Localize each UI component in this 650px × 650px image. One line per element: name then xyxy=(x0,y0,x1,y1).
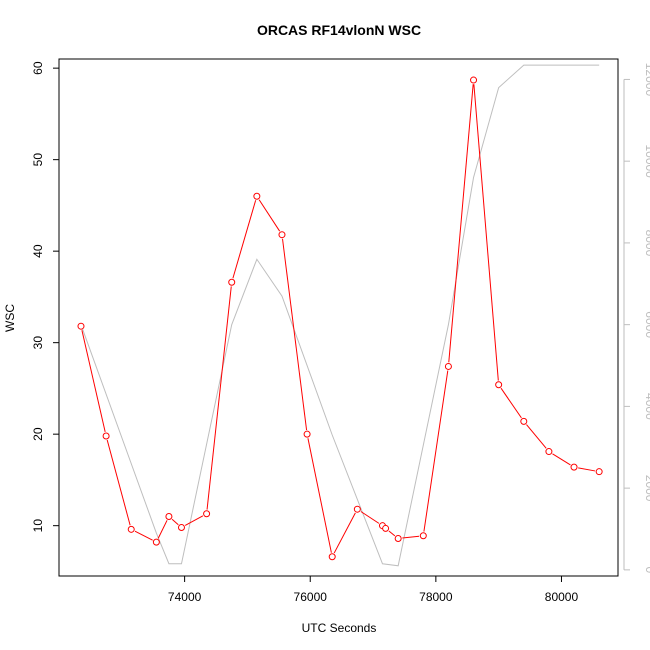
series-segment xyxy=(81,330,106,433)
x-tick-label: 80000 xyxy=(545,590,579,604)
x-tick-label: 74000 xyxy=(168,590,202,604)
data-point xyxy=(353,505,361,513)
series-segment xyxy=(448,84,474,363)
y2-tick-label: 8000 xyxy=(643,230,650,257)
series-left xyxy=(77,76,603,561)
series-segment xyxy=(578,467,596,472)
data-point xyxy=(253,192,261,200)
y-tick-label: 60 xyxy=(31,61,45,75)
data-point xyxy=(444,362,452,370)
y2-tick-label: 0 xyxy=(643,567,650,574)
series-segment xyxy=(282,238,308,431)
series-segment xyxy=(500,387,522,419)
x-axis-label: UTC Seconds xyxy=(302,621,377,635)
series-segment xyxy=(526,424,547,449)
series-segment xyxy=(184,515,204,526)
y-tick-label: 40 xyxy=(31,244,45,258)
x-tick-label: 76000 xyxy=(294,590,328,604)
series-segment xyxy=(258,199,281,232)
data-point xyxy=(203,510,211,518)
data-point xyxy=(570,463,578,471)
series-segment xyxy=(473,84,499,381)
data-point xyxy=(382,524,390,532)
series-segment xyxy=(157,520,168,539)
data-point xyxy=(152,538,160,546)
y-tick-label: 10 xyxy=(31,519,45,533)
series-segment xyxy=(106,439,131,526)
data-point xyxy=(303,430,311,438)
y-axis-label: WSC xyxy=(3,304,17,332)
y2-tick-label: 4000 xyxy=(643,393,650,420)
data-point xyxy=(394,534,402,542)
y2-tick-label: 12000 xyxy=(643,63,650,97)
data-point xyxy=(495,381,503,389)
series-right xyxy=(80,64,600,567)
series-segment xyxy=(423,370,449,532)
y2-tick-label: 2000 xyxy=(643,475,650,502)
data-point xyxy=(77,322,85,330)
data-point xyxy=(470,76,478,84)
series-segment xyxy=(402,535,420,539)
data-point xyxy=(177,524,185,532)
data-point xyxy=(328,553,336,561)
x-tick-label: 78000 xyxy=(419,590,453,604)
series-segment xyxy=(171,518,179,526)
data-point xyxy=(102,432,110,440)
y-tick-label: 20 xyxy=(31,427,45,441)
x-axis: 74000 76000 78000 80000 xyxy=(168,576,579,604)
data-point xyxy=(545,448,553,456)
plot-frame xyxy=(58,58,619,577)
data-point xyxy=(520,417,528,425)
series-line xyxy=(80,64,600,567)
y-tick-label: 50 xyxy=(31,153,45,167)
data-point xyxy=(278,231,286,239)
data-point xyxy=(419,532,427,540)
series-segment xyxy=(360,511,380,524)
y-axis-left: 10 20 30 40 50 60 xyxy=(31,61,59,532)
series-segment xyxy=(333,512,356,554)
series-segment xyxy=(206,286,232,510)
series-layer xyxy=(77,64,603,567)
series-segment xyxy=(552,453,571,466)
y-tick-label: 30 xyxy=(31,336,45,350)
y2-tick-label: 6000 xyxy=(643,311,650,338)
y2-tick-label: 10000 xyxy=(643,144,650,178)
series-segment xyxy=(232,200,257,279)
series-segment xyxy=(388,530,396,537)
series-segment xyxy=(307,438,332,553)
chart-title: ORCAS RF14vlonN WSC xyxy=(257,22,421,38)
data-point xyxy=(595,468,603,476)
series-segment xyxy=(134,530,153,541)
y-axis-right: 0 2000 4000 6000 8000 10000 12000 xyxy=(623,63,650,574)
data-point xyxy=(165,513,173,521)
data-point xyxy=(127,525,135,533)
data-point xyxy=(228,278,236,286)
